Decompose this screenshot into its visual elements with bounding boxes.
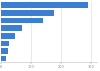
Bar (1, 48, 8, 54)
Bar (1, 18, 43, 23)
Bar (1, 41, 9, 46)
Bar (1, 33, 14, 38)
Bar (1, 56, 6, 61)
Bar (1, 25, 22, 31)
Bar (1, 10, 54, 16)
Bar (1, 2, 88, 8)
